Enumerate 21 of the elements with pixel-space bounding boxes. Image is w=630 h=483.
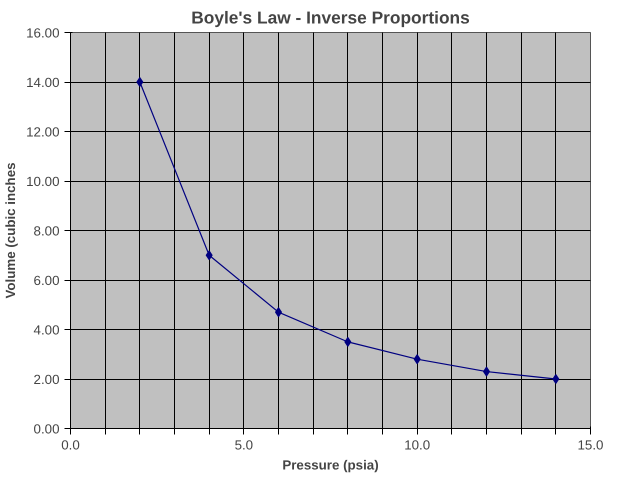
chart-title: Boyle's Law - Inverse Proportions (191, 8, 470, 28)
x-axis-title: Pressure (psia) (282, 458, 379, 472)
y-tick-label: 16.00 (26, 26, 60, 40)
x-tick-label: 0.0 (61, 438, 80, 452)
y-tick-label: 6.00 (34, 273, 60, 288)
y-axis-title: Volume (cubic inches (3, 162, 18, 299)
point (344, 336, 352, 347)
y-tick-label: 12.00 (26, 124, 60, 140)
y-tick-label: 0.00 (34, 422, 60, 436)
y-tick-label: 8.00 (34, 224, 60, 238)
x-tick-label: 5.0 (234, 438, 254, 452)
x-tick-label: 15.0 (578, 438, 604, 452)
x-tick-label: 10.0 (404, 438, 430, 452)
point (414, 354, 421, 364)
point (552, 374, 560, 384)
point (136, 77, 144, 87)
y-tick-label: 4.00 (34, 322, 60, 338)
y-tick-label: 10.00 (26, 174, 60, 189)
point (206, 250, 213, 260)
y-tick-label: 14.00 (26, 75, 60, 90)
y-tick-label: 2.00 (34, 372, 60, 387)
